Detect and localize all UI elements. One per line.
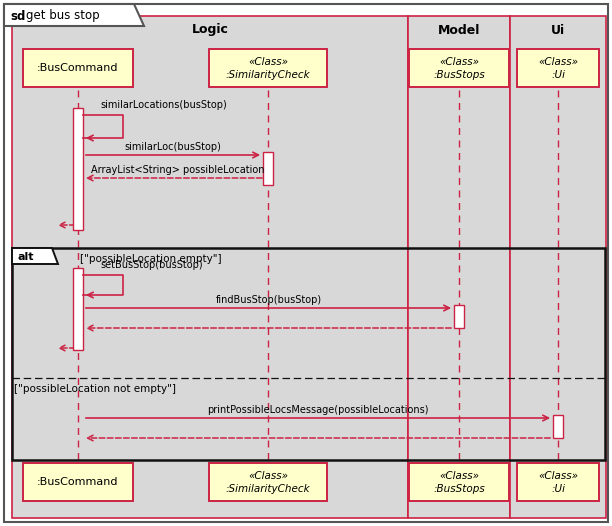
Bar xyxy=(209,463,327,501)
Bar xyxy=(409,463,509,501)
Text: :Ui: :Ui xyxy=(551,70,565,80)
Text: ["possibleLocation not empty"]: ["possibleLocation not empty"] xyxy=(14,384,176,394)
Text: :BusStops: :BusStops xyxy=(433,70,485,80)
Text: setBusStop(busStop): setBusStop(busStop) xyxy=(100,260,203,270)
Bar xyxy=(12,248,605,460)
Bar xyxy=(517,463,599,501)
Text: :SimilarityCheck: :SimilarityCheck xyxy=(226,484,310,494)
Text: sd: sd xyxy=(10,9,25,23)
Text: «Class»: «Class» xyxy=(538,471,578,481)
Bar xyxy=(209,49,327,87)
Bar xyxy=(263,152,273,185)
Text: :Ui: :Ui xyxy=(551,484,565,494)
Bar xyxy=(73,108,83,230)
Text: «Class»: «Class» xyxy=(439,57,479,67)
Text: findBusStop(busStop): findBusStop(busStop) xyxy=(215,295,321,305)
Text: get bus stop: get bus stop xyxy=(26,9,100,23)
Text: Model: Model xyxy=(438,24,480,36)
Text: alt: alt xyxy=(17,252,34,262)
Text: «Class»: «Class» xyxy=(248,471,288,481)
Bar xyxy=(23,49,133,87)
Text: «Class»: «Class» xyxy=(248,57,288,67)
Text: :SimilarityCheck: :SimilarityCheck xyxy=(226,70,310,80)
Text: printPossibleLocsMessage(possibleLocations): printPossibleLocsMessage(possibleLocatio… xyxy=(207,405,429,415)
Text: :BusCommand: :BusCommand xyxy=(37,477,119,487)
Text: :BusStops: :BusStops xyxy=(433,484,485,494)
Text: Ui: Ui xyxy=(551,24,565,36)
Text: ArrayList<String> possibleLocation: ArrayList<String> possibleLocation xyxy=(91,165,265,175)
Bar xyxy=(553,415,563,438)
Text: :BusCommand: :BusCommand xyxy=(37,63,119,73)
Text: «Class»: «Class» xyxy=(538,57,578,67)
Polygon shape xyxy=(12,248,58,264)
Text: ["possibleLocation empty"]: ["possibleLocation empty"] xyxy=(80,254,222,264)
Polygon shape xyxy=(4,4,144,26)
Bar xyxy=(12,16,408,518)
Bar xyxy=(23,463,133,501)
Bar xyxy=(408,16,510,518)
Bar xyxy=(73,268,83,350)
Bar xyxy=(517,49,599,87)
Bar xyxy=(409,49,509,87)
Text: similarLoc(busStop): similarLoc(busStop) xyxy=(125,142,222,152)
Text: «Class»: «Class» xyxy=(439,471,479,481)
Text: similarLocations(busStop): similarLocations(busStop) xyxy=(100,100,227,110)
Bar xyxy=(454,305,464,328)
Bar xyxy=(510,16,606,518)
Text: Logic: Logic xyxy=(192,24,228,36)
